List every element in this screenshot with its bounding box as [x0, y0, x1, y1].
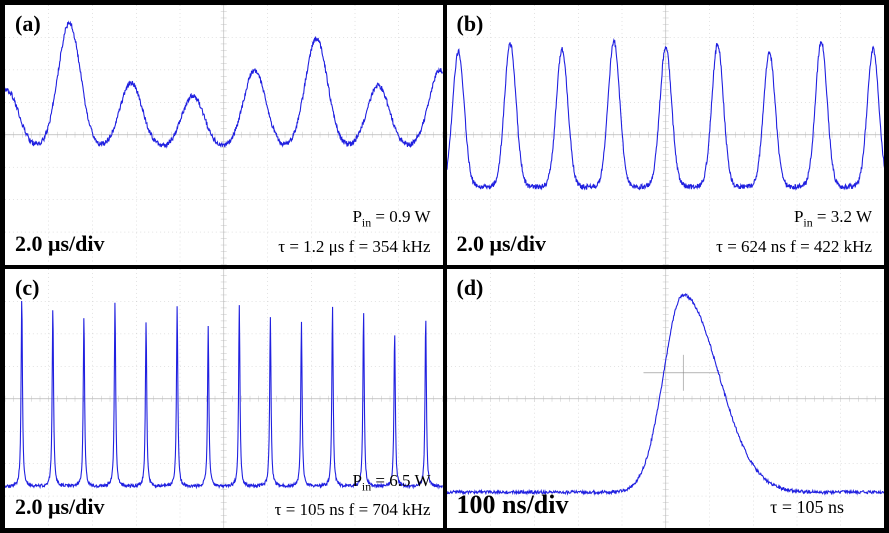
pin-label-c: Pin = 6.5 W [352, 471, 430, 494]
panel-d: (d) 100 ns/div τ = 105 ns [445, 267, 887, 531]
panel-c: (c) 2.0 μs/div Pin = 6.5 W τ = 105 ns f = 7… [3, 267, 445, 531]
timebase-label-b: 2.0 μs/div [457, 231, 547, 257]
pin-label-b: Pin = 3.2 W [794, 207, 872, 230]
timebase-label-c: 2.0 μs/div [15, 494, 105, 520]
timebase-label-d: 100 ns/div [457, 490, 569, 520]
panel-a: (a) 2.0 μs/div Pin = 0.9 W τ = 1.2 μs f = 3… [3, 3, 445, 267]
panel-label-b: (b) [457, 11, 484, 37]
panel-b: (b) 2.0 μs/div Pin = 3.2 W τ = 624 ns f = 4… [445, 3, 887, 267]
tau-f-label-c: τ = 105 ns f = 704 kHz [275, 500, 431, 520]
panel-label-d: (d) [457, 275, 484, 301]
pin-label-a: Pin = 0.9 W [352, 207, 430, 230]
tau-f-label-b: τ = 624 ns f = 422 kHz [716, 237, 872, 257]
timebase-label-a: 2.0 μs/div [15, 231, 105, 257]
panel-label-a: (a) [15, 11, 41, 37]
panel-label-c: (c) [15, 275, 39, 301]
tau-label-d: τ = 105 ns [770, 497, 844, 518]
tau-f-label-a: τ = 1.2 μs f = 354 kHz [278, 237, 430, 257]
